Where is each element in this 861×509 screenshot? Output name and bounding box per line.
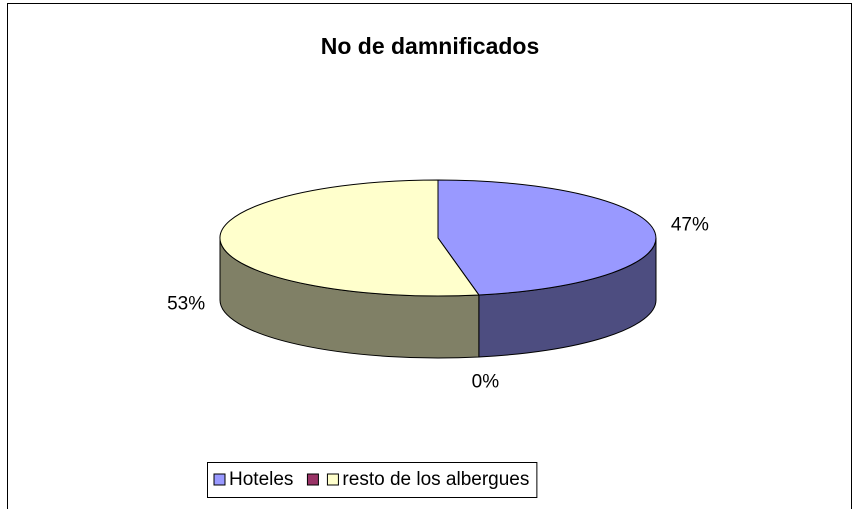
legend-label: Hoteles — [229, 469, 293, 490]
pie-slice — [437, 179, 657, 296]
legend-swatch — [306, 473, 319, 486]
legend: Hoteles resto de los albergues — [207, 462, 538, 498]
pie-slice — [219, 179, 480, 297]
chart-title: No de damnificados — [321, 33, 540, 59]
legend-swatch — [326, 473, 339, 486]
legend-label: resto de los albergues — [342, 469, 529, 490]
data-label: 0% — [472, 371, 500, 392]
legend-swatch — [213, 473, 226, 486]
data-label: 53% — [167, 293, 205, 314]
data-label: 47% — [671, 215, 709, 236]
chart-frame — [7, 3, 852, 509]
legend-box — [207, 462, 538, 498]
